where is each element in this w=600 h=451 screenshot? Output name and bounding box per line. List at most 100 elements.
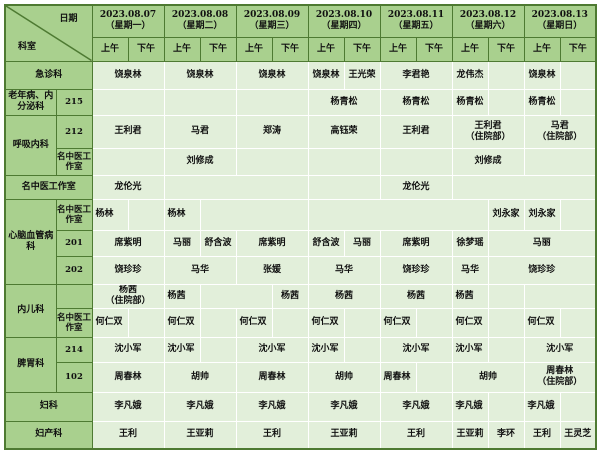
doctor-cell: 席紫明 [91, 229, 165, 257]
schedule-row: 202 饶珍珍 马华 张媛 马华 饶珍珍 马华 饶珍珍 [5, 255, 597, 285]
doctor-cell: 李君艳 [379, 60, 453, 90]
doctor-cell [559, 198, 597, 231]
weekday: （星期三） [249, 21, 295, 32]
doctor-cell [271, 307, 309, 338]
doctor-cell [163, 88, 237, 116]
dept-name: 妇产科 [4, 420, 93, 450]
schedule-row: 201 席紫明 马丽 舒含波 席紫明 舒含波 马丽 席紫明 徐梦瑶 马丽 [5, 229, 597, 257]
doctor-cell [343, 336, 381, 363]
doctor-cell [163, 174, 309, 200]
sub-dept: 202 [55, 255, 93, 285]
doctor-cell: 沈小军 [235, 336, 309, 363]
doctor-cell: 马华 [163, 255, 237, 285]
doctor-cell: 王光荣 [343, 60, 381, 90]
doctor-cell [235, 88, 309, 116]
sub-dept: 名中医工作室 [55, 307, 93, 338]
doctor-cell: 马丽 [487, 229, 597, 257]
schedule-row: 名中医工作室 刘修成 刘修成 [5, 147, 597, 176]
doctor-cell: 马华 [451, 255, 489, 285]
sub-dept: 名中医工作室 [55, 198, 93, 231]
date-header: 2023.08.08 （星期二） [163, 4, 237, 38]
doctor-cell [307, 147, 381, 176]
doctor-cell: 舒含波 [199, 229, 237, 257]
dept-name: 妇科 [4, 391, 93, 422]
sub-dept: 212 [55, 114, 93, 149]
doctor-cell: 周春林 [91, 361, 165, 393]
doctor-cell: 王利君 [379, 114, 453, 149]
doctor-cell: 饶珍珍 [487, 255, 597, 285]
doctor-cell: 杨青松 [451, 88, 489, 116]
sub-dept: 名中医工作室 [55, 147, 93, 176]
doctor-cell: 王利 [235, 420, 309, 450]
doctor-cell [127, 198, 165, 231]
doctor-cell: 李凡娥 [163, 391, 237, 422]
weekday: （星期一） [105, 21, 151, 32]
doctor-cell [523, 283, 597, 309]
doctor-cell: 龙伟杰 [451, 60, 489, 90]
dept-name: 内儿科 [4, 283, 57, 338]
doctor-cell: 何仁双 [235, 307, 273, 338]
date-header: 2023.08.11 （星期五） [379, 4, 453, 38]
dept-name: 急诊科 [4, 60, 93, 90]
schedule-row: 内儿科 杨茜 （住院部） 杨茜 杨茜 杨茜 杨茜 杨茜 [4, 283, 597, 338]
doctor-cell: 饶泉林 [523, 60, 561, 90]
doctor-cell: 舒含波 [307, 229, 345, 257]
doctor-cell: 周春林 （住院部） [523, 361, 597, 393]
sub-dept: 215 [55, 88, 93, 116]
doctor-cell: 王亚莉 [307, 420, 381, 450]
date: 2023.08.10 [315, 10, 373, 21]
doctor-cell [487, 307, 525, 338]
date: 2023.08.11 [387, 10, 445, 21]
doctor-cell: 王亚莉 [451, 420, 489, 450]
corner-header: 日期 科室 [4, 4, 93, 62]
doctor-cell: 胡帅 [163, 361, 237, 393]
doctor-cell: 张媛 [235, 255, 309, 285]
doctor-cell: 胡帅 [451, 361, 525, 393]
doctor-cell [199, 307, 237, 338]
am-header: 上午 [451, 36, 489, 62]
doctor-cell: 杨林 [91, 198, 129, 231]
doctor-cell: 席紫明 [379, 229, 453, 257]
doctor-cell: 杨茜 [451, 283, 489, 309]
doctor-cell: 杨青松 [523, 88, 561, 116]
doctor-cell [199, 283, 273, 309]
doctor-cell: 马丽 [343, 229, 381, 257]
doctor-cell [343, 307, 381, 338]
doctor-cell: 李环 [487, 420, 525, 450]
doctor-cell: 刘永家 [523, 198, 561, 231]
doctor-cell: 杨青松 [379, 88, 453, 116]
doctor-cell: 李凡娥 [379, 391, 453, 422]
doctor-cell: 何仁双 [163, 307, 201, 338]
doctor-cell: 杨茜 [379, 283, 453, 309]
doctor-cell: 马华 [307, 255, 381, 285]
doctor-cell [415, 361, 453, 393]
am-header: 上午 [235, 36, 273, 62]
duty-schedule-table: 日期 科室 2023.08.07 （星期一） 2023.08.08 （星期二） 2023… [4, 4, 597, 450]
date: 2023.08.13 [531, 10, 588, 21]
doctor-cell: 杨茜 [163, 283, 201, 309]
doctor-cell [559, 307, 597, 338]
doctor-cell: 李凡娥 [235, 391, 309, 422]
schedule-row: 妇科 李凡娥 李凡娥 李凡娥 李凡娥 李凡娥 李凡娥 李凡娥 [4, 391, 597, 422]
doctor-cell: 马君 [163, 114, 237, 149]
weekday: （星期四） [321, 21, 367, 32]
doctor-cell [91, 88, 165, 116]
doctor-cell: 沈小军 [163, 336, 201, 363]
doctor-cell [199, 336, 237, 363]
doctor-cell: 沈小军 [307, 336, 345, 363]
doctor-cell: 李凡娥 [307, 391, 381, 422]
doctor-cell: 王亚莉 [163, 420, 237, 450]
dept-name: 脾胃科 [4, 336, 57, 393]
sub-dept: 201 [55, 229, 93, 257]
am-header: 上午 [307, 36, 345, 62]
dept-label: 科室 [18, 41, 37, 52]
doctor-cell: 郑涛 [235, 114, 309, 149]
schedule-row: 脾胃科 214 沈小军 沈小军 沈小军 沈小军 沈小军 沈小军 沈小军 [4, 336, 597, 393]
schedule-row: 急诊科 饶泉林 饶泉林 饶泉林 饶泉林 王光荣 李君艳 龙伟杰 饶泉林 [4, 60, 597, 90]
doctor-cell [451, 174, 597, 200]
dept-name: 心脑血管病科 [4, 198, 57, 285]
doctor-cell: 沈小军 [451, 336, 489, 363]
pm-header: 下午 [559, 36, 597, 62]
doctor-cell: 周春林 [379, 361, 417, 393]
weekday: （星期六） [465, 21, 511, 32]
